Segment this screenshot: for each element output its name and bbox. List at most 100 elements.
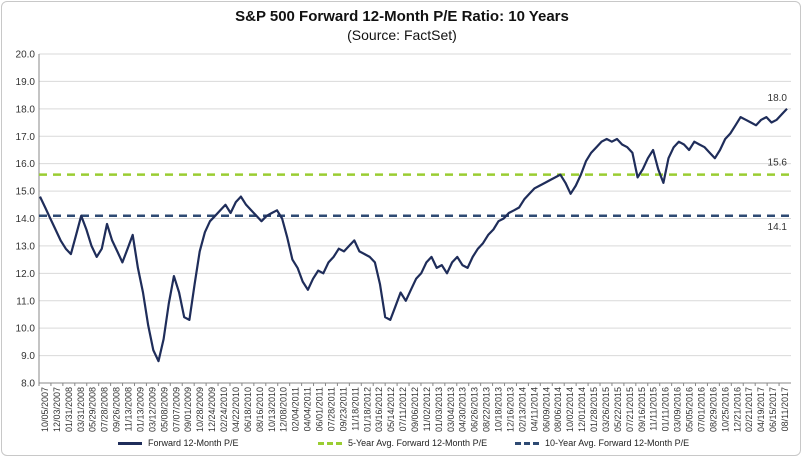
legend-label-pe: Forward 12-Month P/E [148,438,239,448]
legend-label-10yr-avg: 10-Year Avg. Forward 12-Month P/E [545,438,690,448]
chart-title: S&P 500 Forward 12-Month P/E Ratio: 10 Y… [235,8,569,25]
x-tick-label: 01/13/2009 [135,387,145,432]
x-tick-label: 05/05/2016 [685,387,695,432]
axes [38,54,791,384]
legend: Forward 12-Month P/E 5-Year Avg. Forward… [0,438,804,452]
x-tick-label: 01/28/2015 [589,387,599,432]
x-tick-label: 06/09/2014 [541,387,551,432]
x-tick-label: 02/21/2017 [744,387,754,432]
x-tick-label: 06/01/2011 [315,387,325,431]
x-tick-label: 03/09/2016 [673,387,683,432]
x-tick-label: 09/06/2012 [410,387,420,432]
x-tick-label: 10/05/2007 [40,387,50,432]
x-tick-label: 02/24/2010 [219,387,229,432]
x-tick-label: 05/14/2012 [386,387,396,432]
x-tick-label: 09/16/2015 [637,387,647,432]
x-tick-label: 10/18/2013 [494,387,504,432]
x-tick-label: 07/28/2011 [326,387,336,431]
legend-swatch-5yr-avg [318,441,342,445]
end-label: 15.6 [768,158,788,169]
x-tick-label: 03/16/2012 [374,387,384,432]
x-tick-label: 10/02/2014 [565,387,575,432]
y-tick-label: 18.0 [16,104,36,115]
x-tick-label: 12/24/2009 [207,387,217,432]
legend-swatch-pe [118,441,142,445]
x-tick-label: 03/31/2008 [76,387,86,432]
y-tick-label: 8.0 [21,379,35,390]
x-tick-label: 07/01/2016 [696,387,706,432]
x-tick-label: 11/13/2008 [124,387,134,431]
x-tick-label: 01/11/2016 [661,387,671,431]
y-tick-label: 10.0 [16,324,36,335]
y-tick-label: 9.0 [21,351,35,362]
x-tick-label: 06/26/2013 [470,387,480,432]
y-tick-label: 11.0 [16,296,35,307]
y-tick-label: 17.0 [16,132,36,143]
end-label: 14.1 [768,222,788,233]
x-tick-label: 07/21/2015 [625,387,635,432]
x-tick-label: 09/01/2009 [183,387,193,432]
y-tick-label: 15.0 [16,187,36,198]
legend-label-5yr-avg: 5-Year Avg. Forward 12-Month P/E [348,438,488,448]
x-tick-label: 08/06/2014 [553,387,563,432]
x-tick-label: 01/31/2008 [64,387,74,432]
x-tick-label: 01/03/2013 [434,387,444,432]
x-tick-label: 11/18/2011 [350,387,360,431]
x-tick-label: 09/23/2011 [338,387,348,431]
x-tick-label: 01/18/2012 [362,387,372,432]
x-tick-label: 05/22/2015 [613,387,623,432]
legend-item-pe: Forward 12-Month P/E [118,438,239,448]
x-tick-label: 11/11/2015 [649,387,659,431]
x-tick-label: 07/11/2012 [398,387,408,431]
gridlines [39,53,791,384]
y-tick-label: 20.0 [16,50,36,61]
x-tick-label: 02/13/2014 [517,387,527,432]
x-tick-label: 03/26/2015 [601,387,611,432]
x-tick-label: 12/08/2010 [279,387,289,432]
x-tick-label: 12/16/2013 [505,387,515,432]
x-tick-label: 04/22/2010 [231,387,241,432]
x-tick-label: 08/29/2016 [708,387,718,432]
x-tick-label: 04/04/2011 [303,387,313,431]
x-tick-label: 02/04/2011 [291,387,301,431]
x-tick-label: 10/25/2016 [720,387,730,432]
x-tick-label: 10/13/2010 [267,387,277,432]
x-tick-label: 04/19/2017 [756,387,766,432]
x-tick-label: 08/16/2010 [255,387,265,432]
end-label: 18.0 [768,93,788,104]
legend-item-10yr-avg: 10-Year Avg. Forward 12-Month P/E [515,438,689,448]
x-tick-label: 04/11/2014 [529,387,539,431]
legend-swatch-10yr-avg [515,441,539,445]
x-tick-label: 05/29/2008 [88,387,98,432]
chart-subtitle: (Source: FactSet) [347,27,457,43]
x-tick-label: 07/28/2008 [100,387,110,432]
x-tick-label: 08/11/2017 [780,387,790,431]
x-tick-label: 10/28/2009 [195,387,205,432]
x-tick-label: 12/01/2014 [577,387,587,432]
legend-item-5yr-avg: 5-Year Avg. Forward 12-Month P/E [318,438,487,448]
y-tick-label: 16.0 [16,159,36,170]
x-axis-ticks: 10/05/2007 12/03/2007 01/31/2008 03/31/2008… [38,383,790,432]
x-tick-label: 12/03/2007 [52,387,62,432]
x-tick-label: 06/18/2010 [243,387,253,432]
x-tick-label: 06/15/2017 [768,387,778,432]
end-labels: 18.0 15.6 14.1 [768,93,788,233]
y-tick-label: 14.0 [16,214,36,225]
y-axis-ticks: 8.0 9.0 10.0 11.0 12.0 13.0 14.0 15.0 16.0 17.0 18… [16,50,36,390]
x-tick-label: 03/12/2009 [147,387,157,432]
x-tick-label: 12/21/2016 [732,387,742,432]
pe-series-line [39,108,788,363]
series [39,108,789,363]
x-tick-label: 05/08/2009 [159,387,169,432]
y-tick-label: 13.0 [16,241,36,252]
x-tick-label: 09/26/2008 [112,387,122,432]
x-tick-label: 08/22/2013 [482,387,492,432]
x-tick-label: 04/30/2013 [458,387,468,432]
y-tick-label: 12.0 [16,269,36,280]
x-tick-label: 07/07/2009 [171,387,181,432]
y-tick-label: 19.0 [16,77,36,88]
x-tick-label: 11/02/2012 [422,387,432,431]
x-tick-label: 03/04/2013 [446,387,456,432]
